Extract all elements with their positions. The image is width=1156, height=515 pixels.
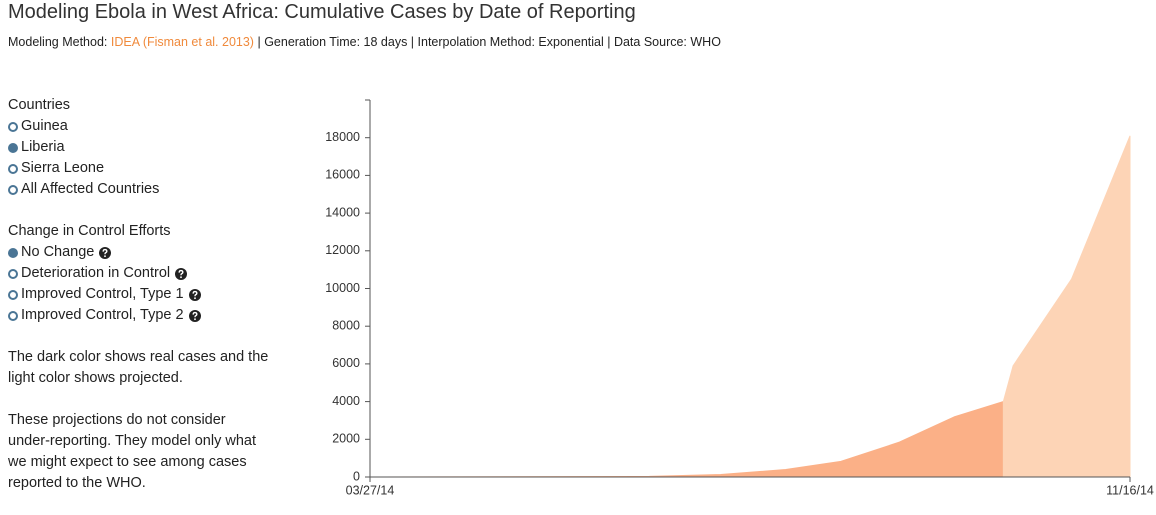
option-label[interactable]: Guinea <box>21 118 68 134</box>
option-label[interactable]: All Affected Countries <box>21 181 160 197</box>
y-tick-label: 8000 <box>332 318 360 332</box>
y-tick-label: 16000 <box>325 168 360 182</box>
help-icon[interactable] <box>99 246 112 259</box>
option[interactable]: All Affected Countries <box>8 179 270 200</box>
help-icon[interactable] <box>188 309 201 322</box>
radio[interactable] <box>8 310 18 321</box>
y-tick-label: 10000 <box>325 281 360 295</box>
option-label[interactable]: Improved Control, Type 1 <box>21 286 184 302</box>
y-tick-label: 0 <box>353 469 360 483</box>
radio[interactable] <box>8 268 18 279</box>
x-tick-label: 03/27/14 <box>346 483 395 497</box>
control-panel: Countries Guinea Liberia Sierra Leone All Af… <box>8 95 270 515</box>
option[interactable]: No Change <box>8 242 270 263</box>
control-group: Countries Guinea Liberia Sierra Leone All Af… <box>8 95 270 200</box>
option[interactable]: Improved Control, Type 1 <box>8 284 270 305</box>
option[interactable]: Guinea <box>8 116 270 137</box>
option[interactable]: Liberia <box>8 137 270 158</box>
page-title: Modeling Ebola in West Africa: Cumulativ… <box>8 1 636 23</box>
group-title: Countries <box>8 97 71 113</box>
y-tick-label: 6000 <box>332 356 360 370</box>
help-icon[interactable] <box>188 288 201 301</box>
option-label[interactable]: Liberia <box>21 139 65 155</box>
note: These projections do not consider under-… <box>8 412 256 491</box>
area <box>1002 135 1131 478</box>
details: | Generation Time: 18 days | Interpolati… <box>257 35 721 49</box>
method-label: Modeling Method: <box>8 35 108 49</box>
control-group: Change in Control Efforts No Change Deteri… <box>8 221 270 326</box>
subtitle: Modeling Method: IDEA (Fisman et al. 201… <box>8 35 721 49</box>
x-tick-label: 11/16/14 <box>1106 483 1154 497</box>
radio[interactable] <box>8 289 18 300</box>
option[interactable]: Improved Control, Type 2 <box>8 305 270 326</box>
group-title: Change in Control Efforts <box>8 223 171 239</box>
radio[interactable] <box>8 247 18 258</box>
option[interactable]: Sierra Leone <box>8 158 270 179</box>
y-tick-label: 18000 <box>325 130 360 144</box>
option[interactable]: Deterioration in Control <box>8 263 270 284</box>
y-tick-label: 2000 <box>332 432 360 446</box>
radio[interactable] <box>8 184 18 195</box>
area <box>369 400 1004 478</box>
radio[interactable] <box>8 121 18 132</box>
y-tick-label: 14000 <box>325 205 360 219</box>
option-label[interactable]: Deterioration in Control <box>21 265 171 281</box>
y-tick-label: 12000 <box>325 243 360 257</box>
y-tick-label: 4000 <box>332 394 360 408</box>
note: The dark color shows real cases and the … <box>8 349 269 386</box>
radio[interactable] <box>8 163 18 174</box>
method-link[interactable]: IDEA (Fisman et al. 2013) <box>110 35 254 49</box>
radio[interactable] <box>8 142 18 153</box>
option-label[interactable]: Improved Control, Type 2 <box>21 307 184 323</box>
option-label[interactable]: Sierra Leone <box>21 160 105 176</box>
help-icon[interactable] <box>175 267 188 280</box>
option-label[interactable]: No Change <box>21 244 95 260</box>
